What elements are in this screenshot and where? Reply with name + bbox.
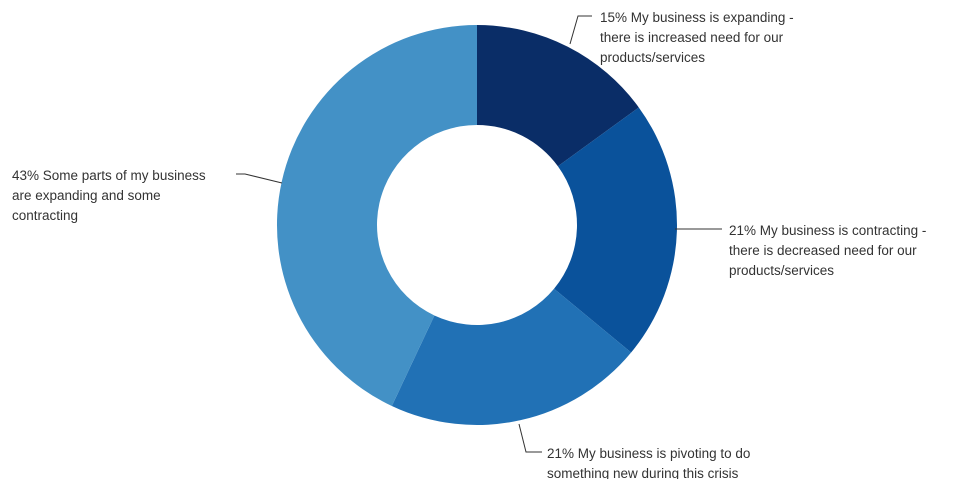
slice-label-2-line-1: 21% My business is contracting - xyxy=(729,223,926,238)
slice-label-4-line-3: contracting xyxy=(12,208,78,223)
slice-label-4-line-2: are expanding and some xyxy=(12,188,161,203)
donut-slice-4 xyxy=(276,25,477,406)
leader-line-4 xyxy=(236,173,283,184)
slice-label-4-line-1: 43% Some parts of my business xyxy=(12,168,206,183)
leader-line-1 xyxy=(569,15,592,45)
slice-label-2-line-2: there is decreased need for our xyxy=(729,243,917,258)
slice-label-1-line-3: products/services xyxy=(600,50,705,65)
slice-label-2: 21% My business is contracting - there is… xyxy=(729,223,926,278)
slice-label-4: 43% Some parts of my business are expandi… xyxy=(12,168,206,223)
labels-layer: 15% My business is expanding - there is i… xyxy=(12,10,926,479)
slice-label-3: 21% My business is pivoting to do somethi… xyxy=(547,446,750,479)
donut-slice-1 xyxy=(477,25,639,167)
leader-line-3 xyxy=(518,423,542,453)
donut-slice-3 xyxy=(391,288,632,426)
slice-label-3-line-2: something new during this crisis xyxy=(547,466,739,479)
slice-label-3-line-1: 21% My business is pivoting to do xyxy=(547,446,750,461)
slice-label-1: 15% My business is expanding - there is i… xyxy=(600,10,794,65)
slices-layer xyxy=(276,25,677,426)
slice-label-1-line-2: there is increased need for our xyxy=(600,30,784,45)
donut-slice-2 xyxy=(554,107,677,353)
leaders-layer xyxy=(236,15,722,453)
slice-label-1-line-1: 15% My business is expanding - xyxy=(600,10,794,25)
slice-label-2-line-3: products/services xyxy=(729,263,834,278)
